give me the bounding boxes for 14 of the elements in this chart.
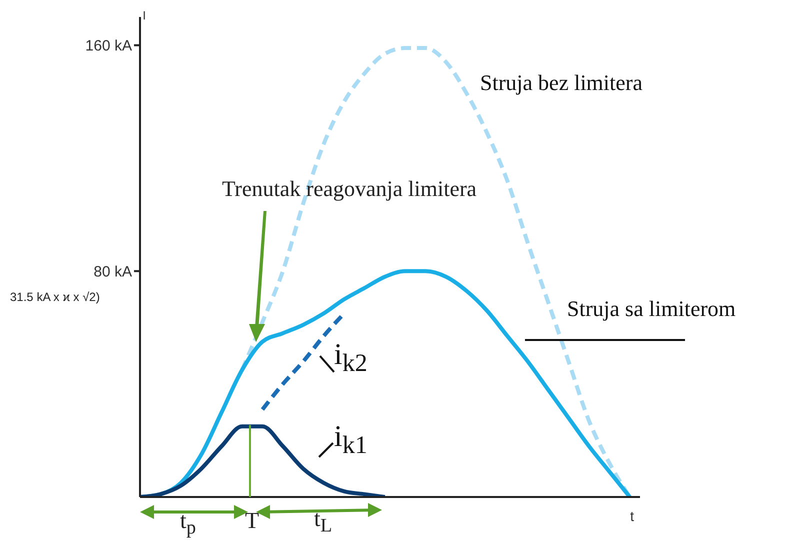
annotation: Trenutak reagovanja limitera: [222, 176, 477, 202]
y-tick-label: 160 kA: [85, 38, 132, 55]
text: t$_{L}$: [314, 506, 332, 538]
x-axis-title: t: [630, 508, 634, 524]
series-label: i$_{k1}$: [334, 420, 368, 460]
y-axis-title: I: [142, 8, 146, 23]
text: Struja sa limiterom: [567, 296, 736, 322]
series-label: i$_{k2}$: [334, 338, 368, 378]
text: 31.5 kA x ϰ x √2): [10, 290, 100, 304]
series-label: Struja bez limitera: [480, 70, 642, 96]
y-tick-label: 80 kA: [94, 263, 132, 280]
text: t$_{p}$: [180, 508, 196, 540]
line-series: [140, 424, 387, 497]
text: T: [245, 508, 260, 534]
